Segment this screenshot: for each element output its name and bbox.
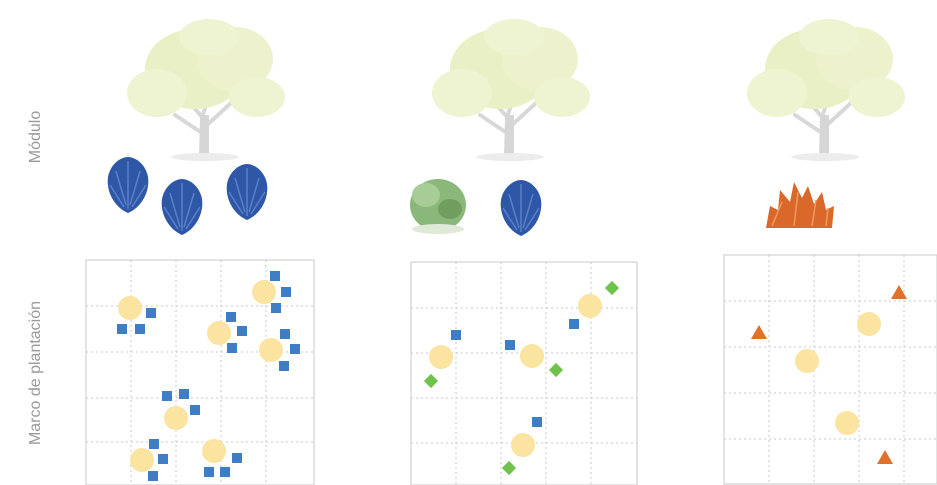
- shrub-marker: [227, 343, 237, 353]
- blue-shrub-icon: [225, 163, 269, 221]
- tree-marker: [511, 433, 535, 457]
- shrub-marker: [158, 454, 168, 464]
- blue-shrub-icon: [499, 179, 543, 237]
- shrub-marker: [117, 324, 127, 334]
- tree-marker: [252, 280, 276, 304]
- shrub-marker: [532, 417, 542, 427]
- tree-marker: [118, 296, 142, 320]
- shrub-marker: [135, 324, 145, 334]
- shrub-marker: [505, 340, 515, 350]
- shrub-marker: [280, 329, 290, 339]
- shrub-marker: [146, 308, 156, 318]
- module-3: [745, 17, 907, 229]
- grid-frame: [85, 259, 315, 485]
- tree-marker: [835, 411, 859, 435]
- tree-icon: [745, 17, 907, 163]
- tree-marker: [857, 312, 881, 336]
- tree-marker: [130, 448, 154, 472]
- blue-shrub-icon: [160, 178, 204, 236]
- tree-marker: [207, 321, 231, 345]
- module-2: [410, 17, 592, 237]
- shrub-marker: [271, 303, 281, 313]
- tree-marker: [164, 406, 188, 430]
- module-1: [106, 17, 287, 236]
- grid-frame: [723, 254, 937, 485]
- shrub-marker: [232, 453, 242, 463]
- shrub-marker: [162, 391, 172, 401]
- panel-3: [723, 254, 937, 485]
- tree-marker: [259, 338, 283, 362]
- tree-marker: [795, 349, 819, 373]
- panel-2: [410, 261, 638, 485]
- tree-marker: [520, 344, 544, 368]
- shrub-marker: [451, 330, 461, 340]
- shrub-marker: [190, 405, 200, 415]
- tree-marker: [202, 439, 226, 463]
- blue-shrub-icon: [106, 156, 150, 214]
- shrub-marker: [279, 361, 289, 371]
- shrub-marker: [270, 271, 280, 281]
- shrub-marker: [290, 344, 300, 354]
- tree-marker: [578, 294, 602, 318]
- shrub-marker: [149, 439, 159, 449]
- tree-marker: [429, 345, 453, 369]
- shrub-marker: [226, 312, 236, 322]
- shrub-marker: [220, 467, 230, 477]
- grid-lines: [724, 255, 937, 484]
- shrub-marker: [569, 319, 579, 329]
- grid-lines: [411, 262, 637, 485]
- orange-shrub-icon: [765, 181, 835, 229]
- shrub-marker: [281, 287, 291, 297]
- tree-icon: [125, 17, 287, 163]
- tree-icon: [430, 17, 592, 163]
- shrub-marker: [179, 389, 189, 399]
- green-shrub-icon: [410, 179, 466, 234]
- panel-1: [85, 259, 315, 485]
- shrub-marker: [148, 471, 158, 481]
- shrub-marker: [237, 326, 247, 336]
- shrub-marker: [204, 467, 214, 477]
